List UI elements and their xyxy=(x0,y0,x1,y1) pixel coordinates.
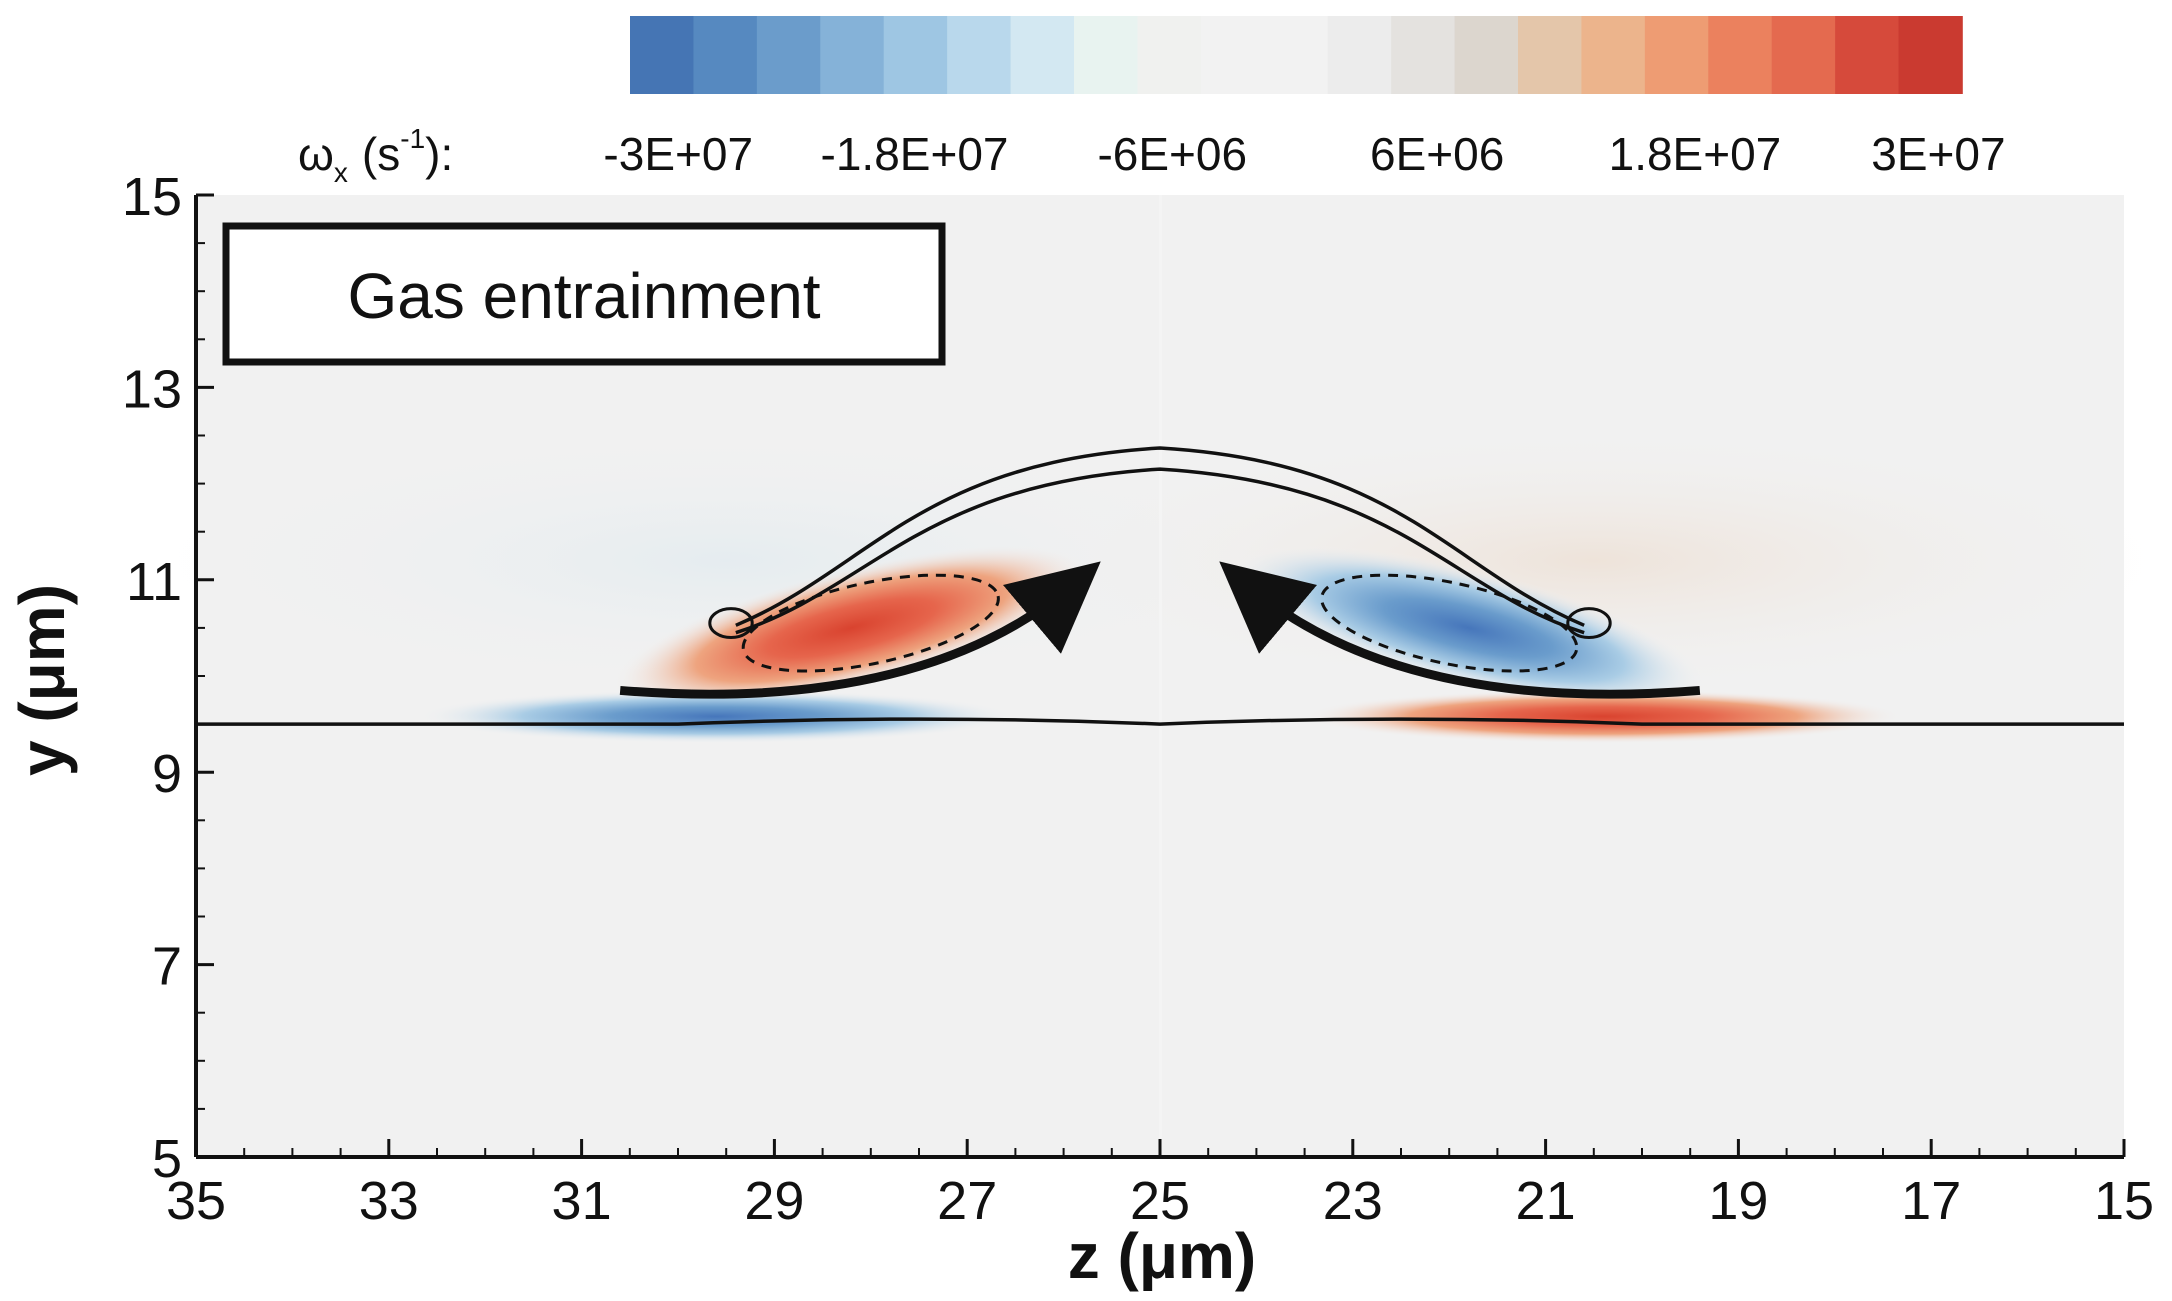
x-tick-label: 17 xyxy=(1901,1171,1961,1231)
x-tick-label: 35 xyxy=(166,1171,226,1231)
film-end-right xyxy=(1566,607,1612,640)
x-axis-title: z (μm) xyxy=(1068,1220,1256,1292)
colorbar-swatch xyxy=(1518,16,1583,94)
colorbar-swatch xyxy=(883,16,948,94)
y-axis-title: y (μm) xyxy=(6,584,78,776)
annotation-text: Gas entrainment xyxy=(347,260,820,332)
x-tick-labels: 35 33 31 29 27 25 23 21 19 17 15 xyxy=(166,1171,2154,1231)
axes xyxy=(194,193,2126,1159)
colorbar-tick-labels: -3E+07 -1.8E+07 -6E+06 6E+06 1.8E+07 3E+07 xyxy=(603,128,2005,180)
plot-area xyxy=(147,195,2172,1157)
colorbar-tick-label: 1.8E+07 xyxy=(1609,128,1782,180)
interface-lines xyxy=(196,446,2124,726)
colorbar-swatch xyxy=(1708,16,1773,94)
colorbar-swatch xyxy=(1835,16,1900,94)
colorbar-superscript: -1 xyxy=(400,123,425,154)
y-tick-label: 5 xyxy=(152,1129,182,1189)
y-tick-labels: 5 7 9 11 13 15 xyxy=(122,167,182,1189)
dashed-contour-left xyxy=(741,573,1000,673)
colorbar-swatch xyxy=(1074,16,1139,94)
x-tick-label: 25 xyxy=(1130,1171,1190,1231)
film-inner-line xyxy=(735,467,1585,635)
film-end-left xyxy=(708,607,754,640)
circulation-arrow-left xyxy=(619,561,1101,699)
x-tick-label: 27 xyxy=(937,1171,997,1231)
gas-liquid-interface xyxy=(196,717,2124,726)
y-tick-label: 11 xyxy=(126,552,182,612)
colorbar-tail: ): xyxy=(425,128,453,180)
colorbar-swatch xyxy=(1200,16,1266,94)
colorbar-swatch xyxy=(756,16,822,94)
x-tick-label: 23 xyxy=(1323,1171,1383,1231)
colorbar-swatch xyxy=(1898,16,1963,94)
symmetry-plane xyxy=(1159,195,1162,1157)
colorbar-swatch xyxy=(1327,16,1392,94)
colorbar-subscript: x xyxy=(334,157,348,188)
vortex-negative xyxy=(1229,544,1708,711)
colorbar-unit: (s xyxy=(362,128,400,180)
vorticity-field xyxy=(417,544,1903,744)
colorbar xyxy=(630,16,1963,94)
colorbar-tick-label: 6E+06 xyxy=(1370,128,1504,180)
vortex-negative xyxy=(417,689,1016,744)
colorbar-swatch xyxy=(1454,16,1519,94)
x-tick-label: 21 xyxy=(1516,1171,1576,1231)
x-tick-label: 19 xyxy=(1708,1171,1768,1231)
colorbar-swatch xyxy=(630,16,695,94)
vortex-positive xyxy=(612,544,1091,711)
x-tick-label: 15 xyxy=(2094,1171,2154,1231)
colorbar-swatch xyxy=(1137,16,1202,94)
colorbar-swatch xyxy=(947,16,1012,94)
colorbar-swatch xyxy=(1010,16,1075,94)
film-outer-line xyxy=(735,446,1585,627)
colorbar-swatch xyxy=(1581,16,1646,94)
y-tick-label: 7 xyxy=(152,937,182,997)
x-tick-label: 29 xyxy=(744,1171,804,1231)
x-tick-label: 31 xyxy=(552,1171,612,1231)
y-tick-label: 13 xyxy=(122,359,182,419)
colorbar-title: ωx (s-1): xyxy=(298,123,453,188)
svg-text:ωx(s-1):: ωx (s-1): xyxy=(298,123,453,188)
colorbar-symbol: ω xyxy=(298,128,334,180)
colorbar-swatch xyxy=(1391,16,1456,94)
colorbar-swatch xyxy=(1644,16,1710,94)
colorbar-tick-label: -6E+06 xyxy=(1097,128,1247,180)
colorbar-swatch xyxy=(820,16,885,94)
colorbar-swatch xyxy=(1771,16,1836,94)
colorbar-tick-label: 3E+07 xyxy=(1871,128,2005,180)
colorbar-tick-label: -1.8E+07 xyxy=(821,128,1009,180)
annotation-box: Gas entrainment xyxy=(222,222,946,366)
vortex-positive xyxy=(1304,689,1903,744)
colorbar-tick-label: -3E+07 xyxy=(603,128,753,180)
circulation-arrow-right xyxy=(1219,561,1701,699)
x-tick-label: 33 xyxy=(359,1171,419,1231)
colorbar-swatch xyxy=(693,16,758,94)
y-tick-label: 15 xyxy=(122,167,182,227)
colorbar-swatch xyxy=(1264,16,1329,94)
y-tick-label: 9 xyxy=(152,744,182,804)
dashed-contour-right xyxy=(1320,573,1579,673)
